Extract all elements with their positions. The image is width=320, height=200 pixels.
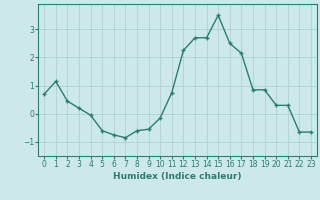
X-axis label: Humidex (Indice chaleur): Humidex (Indice chaleur)	[113, 172, 242, 181]
